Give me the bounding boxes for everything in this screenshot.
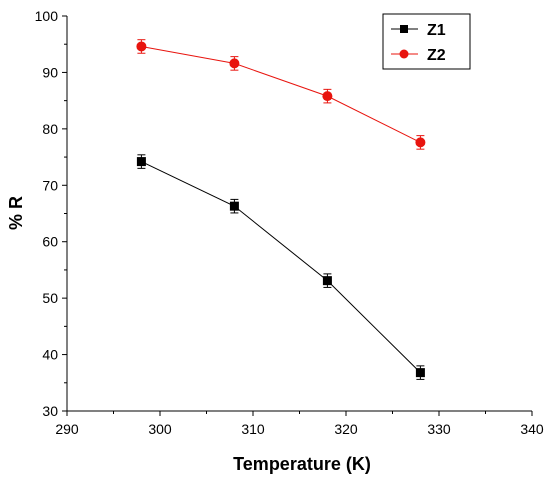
y-tick-label: 40: [42, 347, 58, 363]
data-point: [415, 137, 426, 148]
legend-label-z1: Z1: [427, 22, 446, 39]
legend-label-z2: Z2: [427, 47, 446, 64]
data-point: [229, 58, 240, 69]
x-tick-label: 340: [520, 421, 544, 437]
y-tick-label: 60: [42, 234, 58, 250]
y-tick-label: 50: [42, 290, 58, 306]
y-tick-label: 30: [42, 403, 58, 419]
x-tick-label: 290: [55, 421, 79, 437]
x-tick-label: 300: [148, 421, 172, 437]
data-point: [322, 91, 333, 102]
y-tick-label: 70: [42, 177, 58, 193]
series-line-z2: [141, 45, 421, 143]
legend-marker-z1: [400, 25, 408, 33]
legend-marker-z2: [399, 49, 409, 59]
y-tick-label: 80: [42, 121, 58, 137]
data-point: [322, 276, 332, 286]
data-point: [136, 157, 146, 167]
plot-area: 290 300 310 320 330 340 30 40 50 60 70 80 90 100: [35, 8, 544, 437]
data-point: [415, 368, 425, 378]
data-point: [136, 41, 147, 52]
x-tick-label: 320: [334, 421, 358, 437]
data-point: [229, 201, 239, 211]
y-tick-label: 100: [35, 8, 59, 24]
legend: Z1 Z2: [382, 13, 471, 70]
x-tick-label: 330: [427, 421, 451, 437]
x-tick-label: 310: [241, 421, 265, 437]
series-line-z1: [141, 161, 421, 373]
y-axis-title: % R: [6, 196, 26, 230]
y-tick-label: 90: [42, 64, 58, 80]
legend-box: [382, 13, 471, 70]
x-axis-title: Temperature (K): [233, 454, 371, 474]
